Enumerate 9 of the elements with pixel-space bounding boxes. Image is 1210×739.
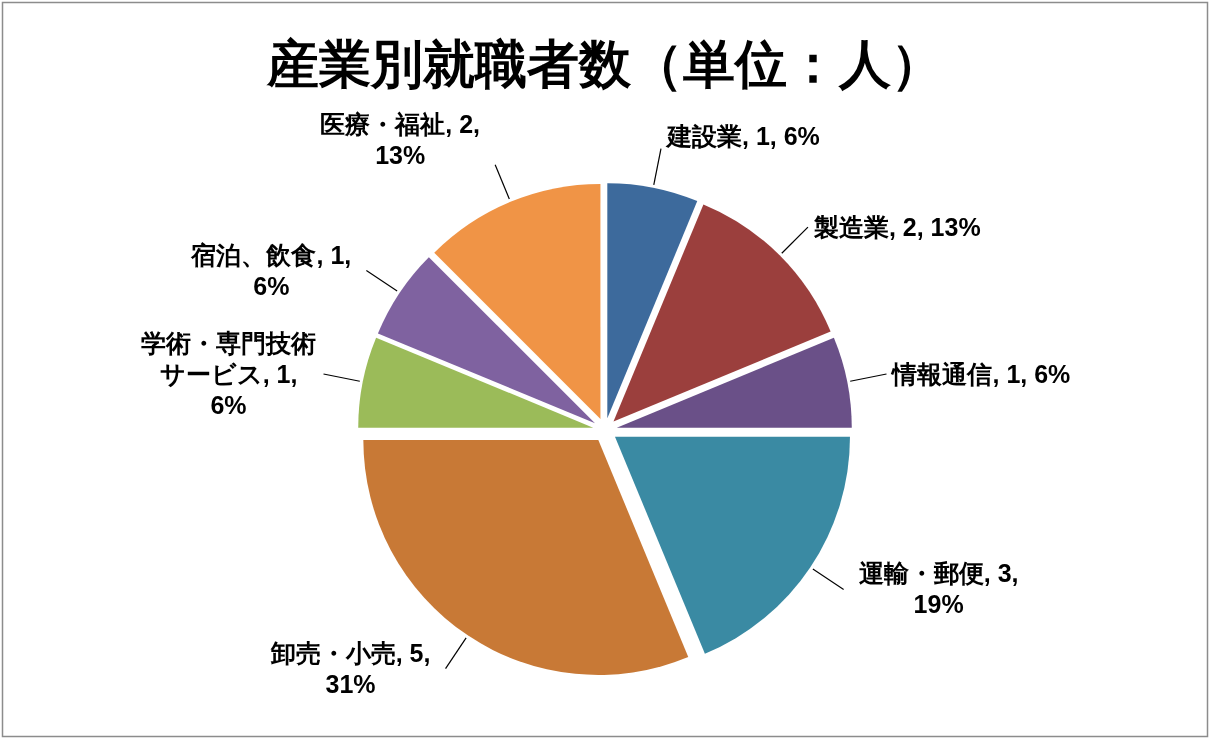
slice-label: 宿泊、飲食, 1, 6% — [190, 239, 353, 302]
slice-label: 製造業, 2, 13% — [813, 211, 981, 243]
slice-label: 運輸・郵便, 3, 19% — [857, 558, 1020, 621]
chart-title: 産業別就職者数（単位：人） — [266, 34, 944, 95]
slice-label: 建設業, 1, 6% — [667, 120, 820, 152]
slice-label: 卸売・小売, 5, 31% — [269, 637, 432, 700]
slice-label: 医療・福祉, 2, 13% — [319, 109, 482, 172]
slice-label: 情報通信, 1, 6% — [892, 358, 1071, 390]
slice-label: 学術・専門技術サービス, 1, 6% — [140, 327, 317, 421]
